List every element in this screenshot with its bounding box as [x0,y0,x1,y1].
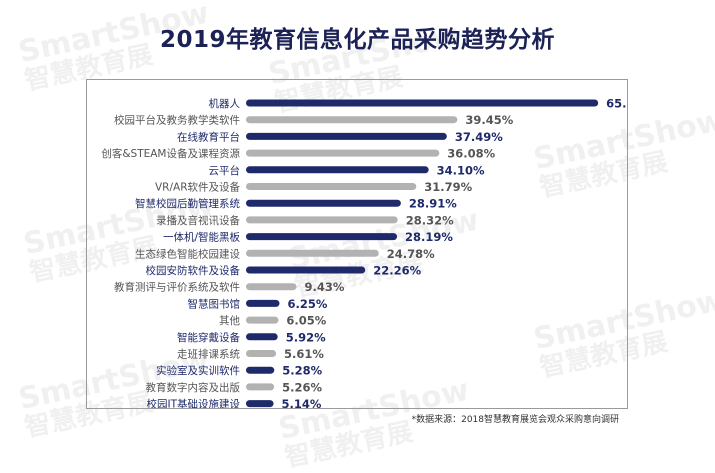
value-label: 5.92% [286,330,326,344]
category-label: 实验室及实训软件 [156,364,240,377]
category-label: 校园IT基础设施建设 [146,398,240,408]
bar [246,233,398,241]
value-label: 22.26% [373,264,421,278]
category-label: 一体机/智能黑板 [163,231,241,244]
category-label: 机器人 [209,97,241,110]
category-label: 教育数字内容及出版 [146,381,241,394]
value-label: 5.61% [284,347,324,361]
category-label: 智能穿戴设备 [177,331,240,344]
value-label: 9.43% [305,280,345,294]
bar [246,400,274,408]
chart-title: 2019年教育信息化产品采购趋势分析 [159,27,555,53]
category-label: 生态绿色智能校园建设 [135,247,240,260]
value-label: 5.26% [282,380,322,394]
value-label: 6.05% [286,314,326,328]
bar [246,166,429,174]
bar [246,183,417,190]
value-label: 5.14% [282,397,322,408]
bar [246,116,458,124]
bar [246,350,277,357]
bar [246,299,280,307]
bar [246,316,279,324]
bar [246,283,297,291]
category-label: 校园安防软件及设备 [146,264,241,277]
bar-chart: 机器人 65.74% 校园平台及教务教学类软件 39.45% 在线教育平台 37.49% 创… [101,97,627,409]
bar [246,383,275,391]
bar [246,99,599,107]
value-label: 24.78% [387,247,435,261]
category-label: 智慧校园后勤管理系统 [135,197,240,210]
bar [246,333,278,341]
bar [246,366,275,374]
category-label: 走班排课系统 [177,348,240,361]
value-label: 31.79% [424,180,472,194]
category-label: 录播及音视讯设备 [156,214,240,227]
bar [246,132,447,140]
category-label: 在线教育平台 [177,130,240,143]
source-note: *数据来源：2018智慧教育展览会观众采购意向调研 [411,415,619,425]
value-label: 37.49% [455,130,503,144]
value-label: 39.45% [465,113,513,127]
bar [246,266,366,274]
value-label: 5.28% [282,364,322,378]
category-label: VR/AR软件及设备 [155,181,240,194]
category-label: 智慧图书馆 [188,297,241,310]
category-label: 教育测评与评价系统及软件 [114,281,240,294]
value-label: 36.08% [447,147,495,161]
category-label: 创客&STEAM设备及课程资源 [101,147,240,160]
bar [246,199,401,207]
value-label: 6.25% [287,297,327,311]
bar [246,149,440,157]
chart-frame: 机器人 65.74% 校园平台及教务教学类软件 39.45% 在线教育平台 37.49% 创… [86,79,628,409]
category-label: 校园平台及教务教学类软件 [114,114,240,127]
category-label: 其他 [219,314,240,327]
category-label: 云平台 [209,164,241,177]
bar [246,216,398,224]
value-label: 34.10% [437,163,485,177]
value-label: 28.19% [405,230,453,244]
bar [246,249,379,257]
value-label: 65.74% [606,97,627,111]
value-label: 28.32% [406,213,454,227]
value-label: 28.91% [409,197,457,211]
